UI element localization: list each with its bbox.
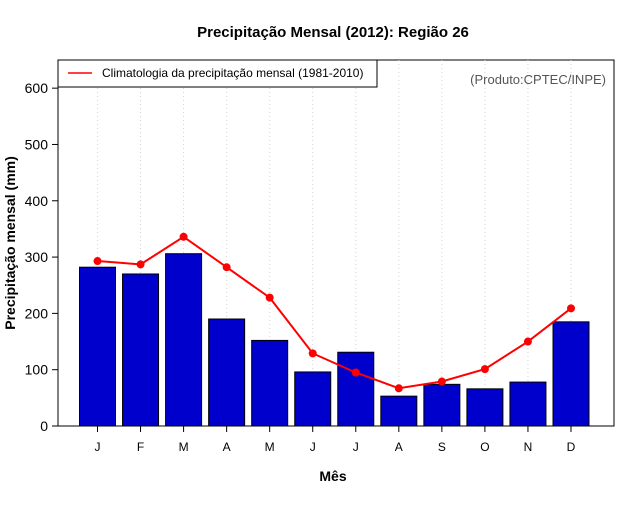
bar-6 (294, 371, 332, 427)
bar-3 (165, 253, 203, 427)
x-tick-label: M (179, 440, 189, 454)
y-tick-label: 400 (25, 193, 49, 209)
x-tick-label: A (223, 440, 231, 454)
x-tick-label: J (95, 440, 101, 454)
x-tick-label: J (353, 440, 359, 454)
x-axis-label: Mês (319, 468, 346, 484)
climatology-point-5 (265, 293, 274, 302)
x-tick-label: D (567, 440, 576, 454)
climatology-point-9 (437, 377, 446, 386)
y-tick-label: 500 (25, 136, 49, 152)
climatology-point-8 (394, 384, 403, 393)
bar-10 (466, 388, 504, 427)
bar-8 (380, 395, 418, 427)
climatology-point-12 (567, 304, 575, 313)
axes: 0 100 200 300 400 500 600 J F M A M J J A S O N D (25, 80, 576, 454)
bar-2 (122, 273, 160, 427)
bar-1 (79, 266, 116, 427)
source-annotation: (Produto:CPTEC/INPE) (470, 72, 606, 87)
legend: Climatologia da precipitação mensal (198… (57, 59, 378, 88)
x-tick-label: N (524, 440, 533, 454)
x-tick-label: J (310, 440, 316, 454)
legend-box (57, 59, 378, 88)
bar-4 (208, 318, 246, 427)
climatology-line (97, 235, 572, 390)
chart-title: Precipitação Mensal (2012): Região 26 (197, 24, 469, 41)
x-tick-label: M (265, 440, 275, 454)
climatology-point-6 (308, 349, 317, 358)
bar-series (79, 253, 590, 427)
climatology-series (93, 232, 575, 393)
y-tick-label: 600 (25, 80, 49, 96)
climatology-point-11 (523, 337, 532, 346)
x-tick-label: F (137, 440, 144, 454)
x-tick-label: A (395, 440, 403, 454)
y-axis-label: Precipitação mensal (mm) (2, 156, 18, 330)
bar-11 (509, 381, 547, 427)
legend-label: Climatologia da precipitação mensal (198… (102, 66, 363, 80)
bar-5 (251, 339, 289, 427)
y-tick-label: 300 (25, 249, 49, 265)
bar-7 (337, 351, 375, 427)
climatology-point-4 (222, 263, 231, 272)
climatology-point-1 (93, 257, 102, 266)
bar-12 (552, 321, 590, 427)
climatology-point-7 (351, 368, 360, 377)
y-tick-label: 0 (40, 418, 48, 434)
climatology-point-2 (136, 260, 145, 269)
x-tick-label: S (438, 440, 446, 454)
climatology-point-10 (480, 365, 489, 374)
climatology-point-3 (179, 232, 188, 241)
bar-9 (423, 383, 461, 427)
x-tick-label: O (480, 440, 489, 454)
y-tick-label: 100 (25, 362, 49, 378)
y-tick-label: 200 (25, 305, 49, 321)
